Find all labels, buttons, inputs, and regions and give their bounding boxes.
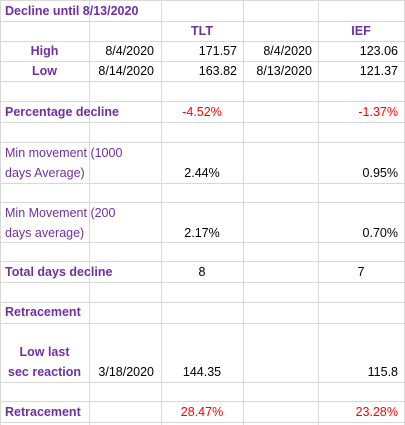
row-divider bbox=[0, 261, 405, 262]
row-divider bbox=[0, 21, 405, 22]
column-divider bbox=[318, 0, 319, 425]
row-divider bbox=[0, 282, 405, 283]
row-divider bbox=[0, 422, 405, 423]
tlt-column-header[interactable]: TLT bbox=[191, 24, 213, 38]
row-divider bbox=[0, 41, 405, 42]
min-movement-200-label-line1[interactable]: Min Movement (200 bbox=[5, 206, 116, 220]
low-row-label[interactable]: Low bbox=[32, 64, 57, 78]
row-divider bbox=[0, 81, 405, 82]
row-divider bbox=[0, 142, 405, 143]
row-divider bbox=[0, 122, 405, 123]
low-ief-value[interactable]: 121.37 bbox=[359, 64, 398, 78]
high-ief-value[interactable]: 123.06 bbox=[359, 44, 398, 58]
row-divider bbox=[0, 302, 405, 303]
row-divider bbox=[0, 323, 405, 324]
retracement-result-label[interactable]: Retracement bbox=[5, 405, 81, 419]
percentage-decline-ief[interactable]: -1.37% bbox=[358, 105, 398, 119]
min-movement-1000-label-line2[interactable]: days Average) bbox=[5, 166, 85, 180]
total-days-decline-label[interactable]: Total days decline bbox=[5, 265, 113, 279]
total-days-decline-ief[interactable]: 7 bbox=[357, 265, 365, 279]
min-movement-200-ief[interactable]: 0.70% bbox=[362, 226, 398, 240]
row-divider bbox=[0, 401, 405, 402]
min-movement-1000-tlt[interactable]: 2.44% bbox=[184, 166, 220, 180]
column-divider bbox=[243, 0, 244, 425]
row-divider bbox=[0, 202, 405, 203]
high-row-label[interactable]: High bbox=[30, 44, 59, 58]
row-divider bbox=[0, 242, 405, 243]
high-tlt-value[interactable]: 171.57 bbox=[198, 44, 237, 58]
row-divider bbox=[0, 0, 405, 1]
low-ief-date[interactable]: 8/13/2020 bbox=[256, 64, 312, 78]
percentage-decline-label[interactable]: Percentage decline bbox=[5, 105, 119, 119]
min-movement-200-label-line2[interactable]: days average) bbox=[5, 226, 85, 240]
low-last-sec-reaction-tlt[interactable]: 144.35 bbox=[182, 365, 222, 379]
min-movement-200-tlt[interactable]: 2.17% bbox=[184, 226, 220, 240]
ief-column-header[interactable]: IEF bbox=[351, 24, 371, 38]
low-last-sec-reaction-label-line1[interactable]: Low last bbox=[19, 345, 70, 359]
low-last-sec-reaction-label-line2[interactable]: sec reaction bbox=[8, 365, 81, 379]
retracement-section-label[interactable]: Retracement bbox=[5, 305, 81, 319]
low-tlt-value[interactable]: 163.82 bbox=[198, 64, 237, 78]
min-movement-1000-ief[interactable]: 0.95% bbox=[362, 166, 398, 180]
column-divider bbox=[0, 0, 1, 425]
low-last-sec-reaction-date[interactable]: 3/18/2020 bbox=[98, 365, 154, 379]
low-tlt-date[interactable]: 8/14/2020 bbox=[98, 64, 154, 78]
row-divider bbox=[0, 183, 405, 184]
row-divider bbox=[0, 101, 405, 102]
percentage-decline-tlt[interactable]: -4.52% bbox=[182, 105, 222, 119]
high-ief-date[interactable]: 8/4/2020 bbox=[263, 44, 312, 58]
column-divider bbox=[161, 0, 162, 425]
row-divider bbox=[0, 61, 405, 62]
row-divider bbox=[0, 382, 405, 383]
total-days-decline-tlt[interactable]: 8 bbox=[198, 265, 206, 279]
high-tlt-date[interactable]: 8/4/2020 bbox=[105, 44, 154, 58]
retracement-result-tlt[interactable]: 28.47% bbox=[180, 405, 224, 419]
retracement-result-ief[interactable]: 23.28% bbox=[355, 405, 398, 419]
sheet-title[interactable]: Decline until 8/13/2020 bbox=[5, 4, 139, 18]
column-divider bbox=[89, 0, 90, 425]
low-last-sec-reaction-ief[interactable]: 115.8 bbox=[367, 365, 398, 379]
min-movement-1000-label-line1[interactable]: Min movement (1000 bbox=[5, 146, 123, 160]
